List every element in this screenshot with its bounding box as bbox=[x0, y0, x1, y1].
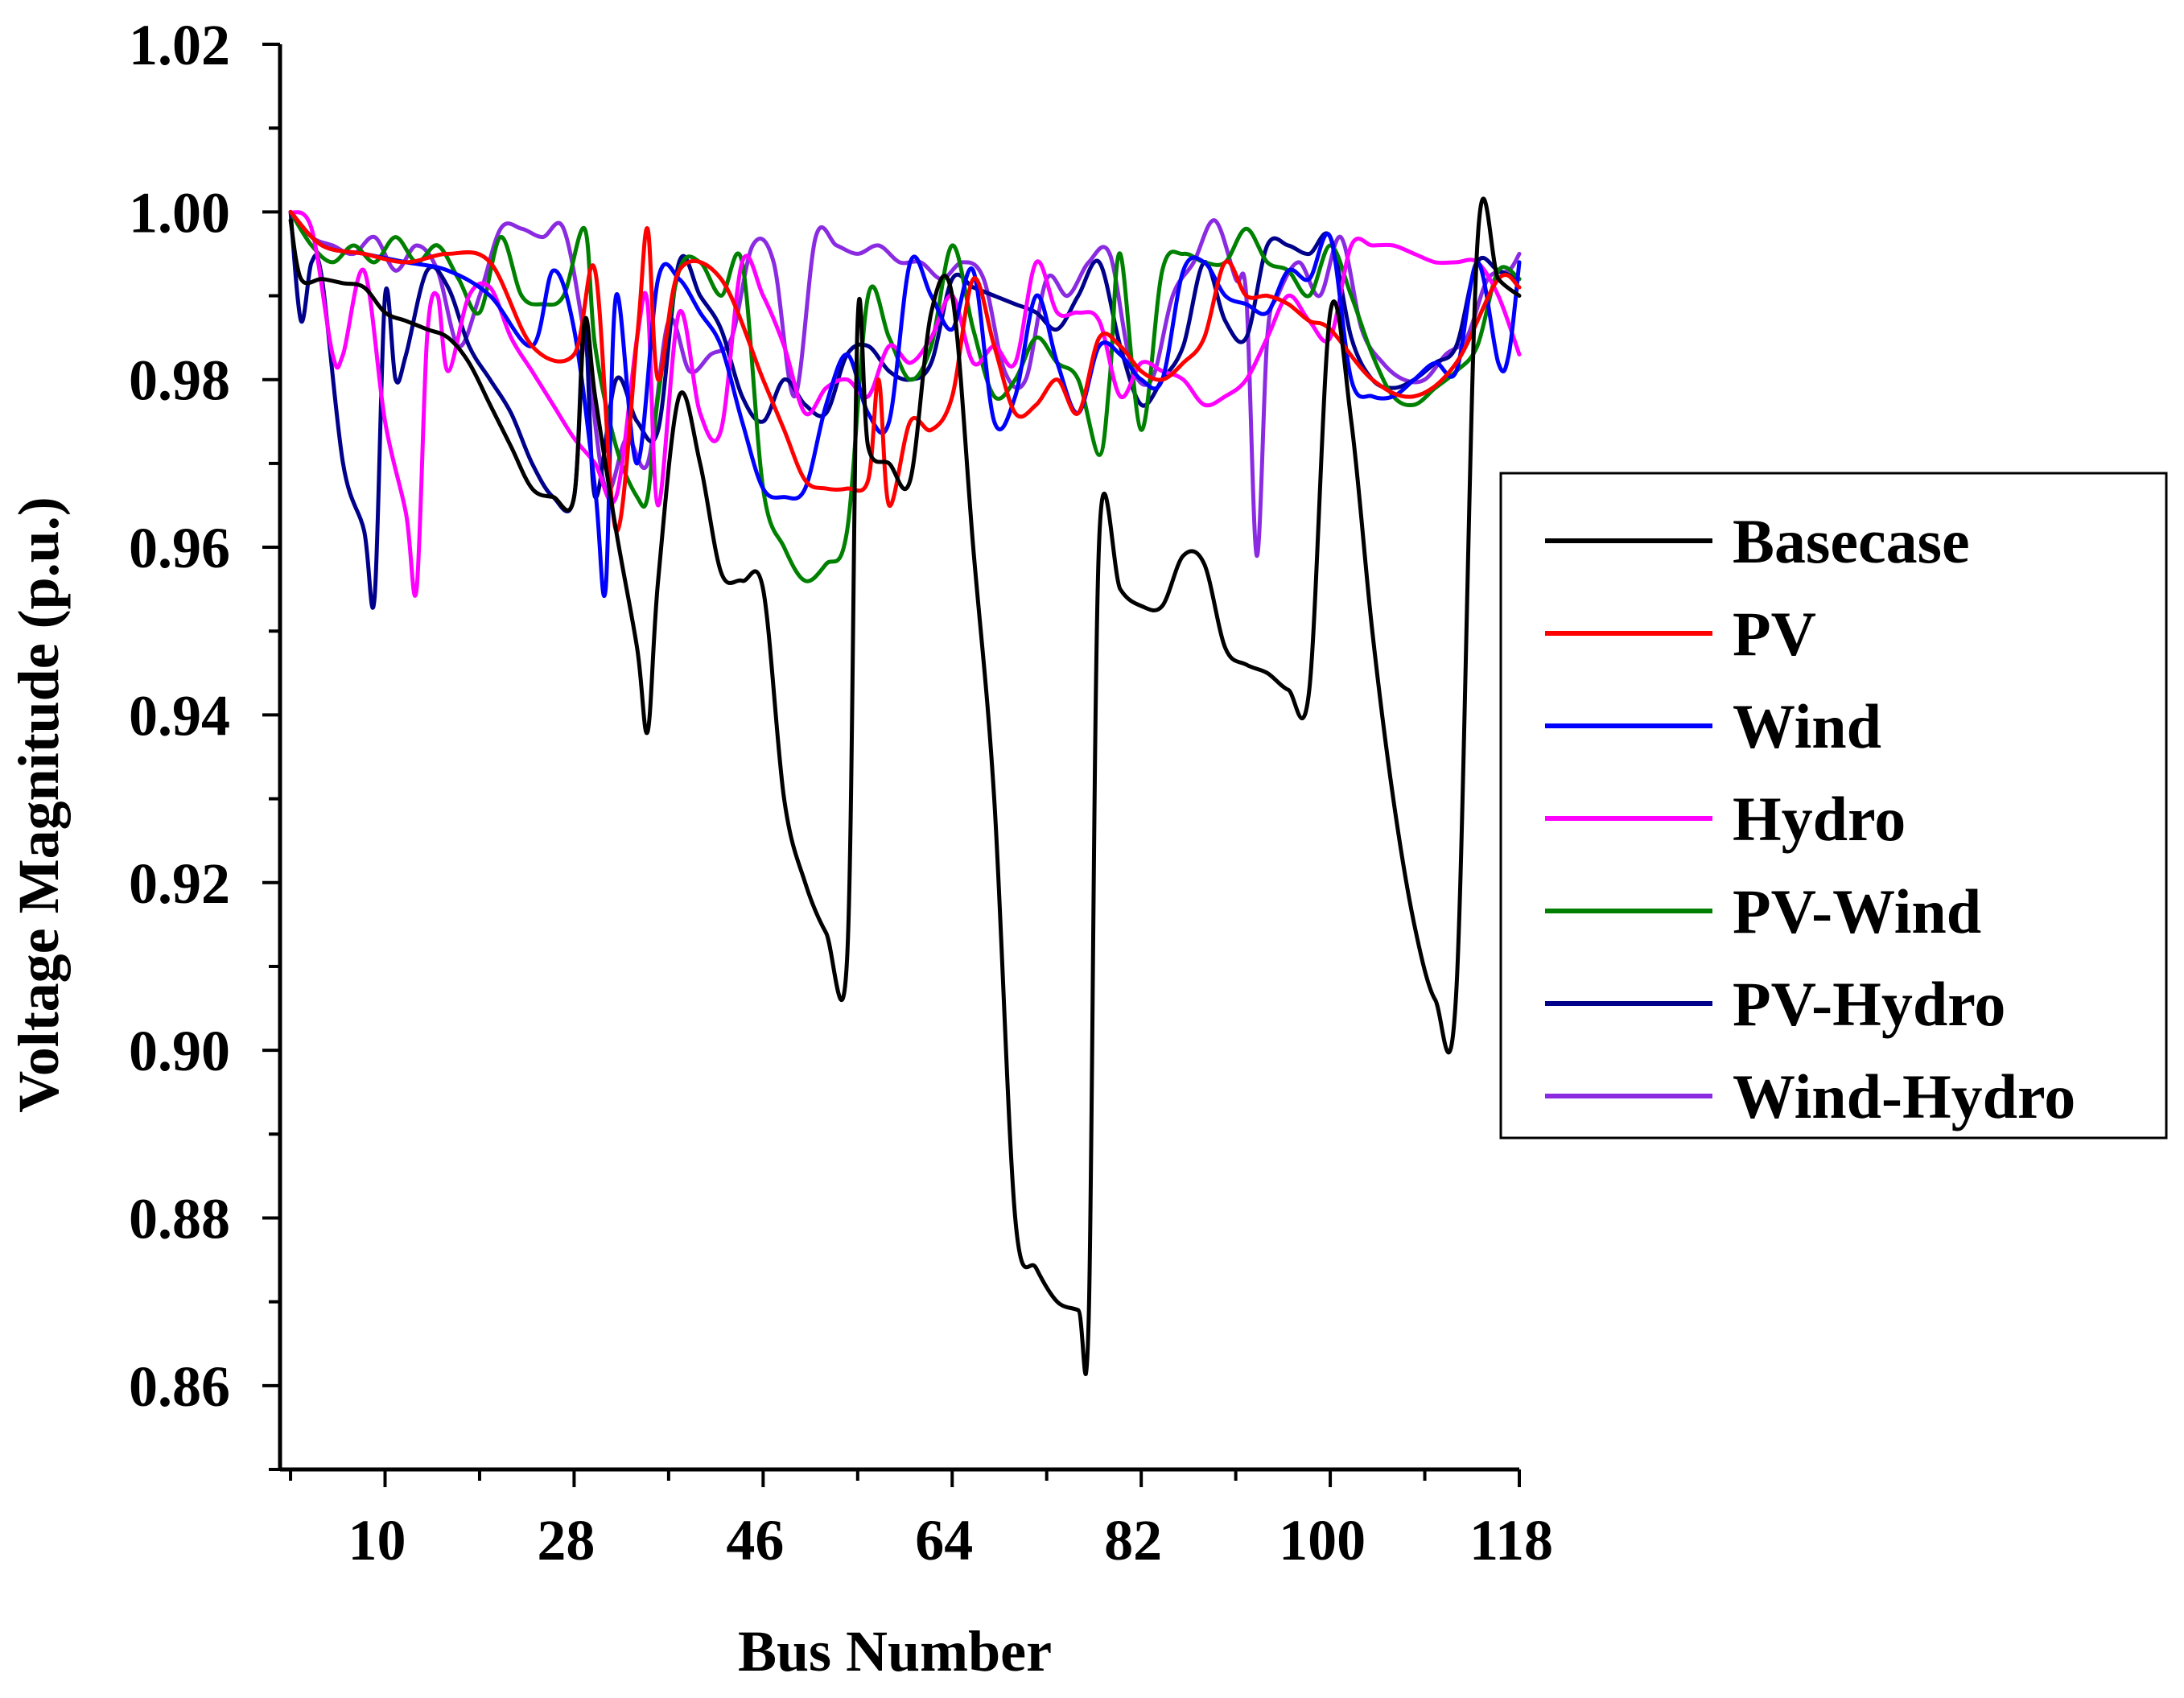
series-lines bbox=[288, 196, 1522, 1377]
legend-label-basecase: Basecase bbox=[1733, 506, 1970, 576]
legend-label-pv-wind: PV-Wind bbox=[1733, 876, 1981, 946]
legend-label-pv: PV bbox=[1733, 599, 1816, 669]
y-tick-label: 0.98 bbox=[129, 348, 230, 413]
x-tick-label: 82 bbox=[1104, 1508, 1162, 1572]
x-tick-label: 46 bbox=[726, 1508, 784, 1572]
series-line-basecase bbox=[288, 196, 1522, 1377]
y-tick-label: 0.96 bbox=[129, 516, 230, 580]
x-axis-title: Bus Number bbox=[738, 1619, 1052, 1684]
x-tick-label: 100 bbox=[1279, 1508, 1366, 1572]
series-line-pv bbox=[288, 209, 1522, 534]
series-line-wind-hydro bbox=[288, 209, 1522, 558]
legend-label-pv-hydro: PV-Hydro bbox=[1733, 969, 2005, 1039]
x-tick-label: 118 bbox=[1469, 1508, 1553, 1572]
y-tick-label: 1.02 bbox=[129, 13, 230, 77]
x-tick-label: 64 bbox=[915, 1508, 973, 1572]
legend-label-hydro: Hydro bbox=[1733, 784, 1906, 854]
y-tick-label: 0.94 bbox=[129, 683, 230, 748]
y-axis-title: Voltage Magnitude (p.u.) bbox=[6, 497, 71, 1112]
legend-box bbox=[1499, 472, 2168, 1140]
x-tick-labels: 10 28 46 64 82 100 118 bbox=[348, 1508, 1554, 1572]
legend: Basecase PV Wind Hydro PV-Wind PV-Hydro Wind-H… bbox=[1499, 472, 2168, 1140]
x-tick-label: 28 bbox=[537, 1508, 595, 1572]
axis-ticks bbox=[262, 43, 1521, 1487]
legend-label-wind-hydro: Wind-Hydro bbox=[1733, 1061, 2075, 1131]
legend-label-wind: Wind bbox=[1733, 691, 1881, 761]
y-tick-label: 1.00 bbox=[129, 180, 230, 245]
series-line-hydro bbox=[288, 209, 1522, 598]
y-tick-labels: 0.86 0.88 0.90 0.92 0.94 0.96 0.98 1.00 1.02 bbox=[129, 13, 230, 1419]
x-tick-label: 10 bbox=[348, 1508, 406, 1572]
y-tick-label: 0.88 bbox=[129, 1186, 230, 1251]
series-line-pv-wind bbox=[288, 209, 1522, 583]
y-tick-label: 0.90 bbox=[129, 1019, 230, 1083]
y-tick-label: 0.86 bbox=[129, 1354, 230, 1419]
y-tick-label: 0.92 bbox=[129, 851, 230, 916]
